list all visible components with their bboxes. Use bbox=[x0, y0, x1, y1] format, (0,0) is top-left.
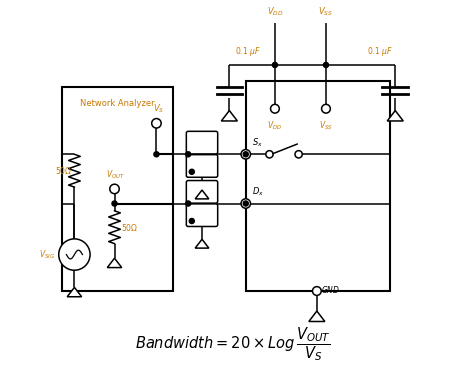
Text: $D_x$: $D_x$ bbox=[252, 186, 264, 198]
Circle shape bbox=[185, 201, 191, 206]
Text: $S_x$: $S_x$ bbox=[252, 137, 263, 149]
Text: $GND$: $GND$ bbox=[321, 284, 340, 295]
Text: $50\Omega$: $50\Omega$ bbox=[121, 222, 138, 233]
Bar bbox=[246, 82, 390, 291]
Polygon shape bbox=[221, 111, 237, 121]
Text: $V_{SS}$: $V_{SS}$ bbox=[319, 120, 333, 132]
Polygon shape bbox=[309, 311, 325, 322]
Circle shape bbox=[152, 119, 161, 128]
Circle shape bbox=[322, 104, 330, 113]
Circle shape bbox=[112, 201, 117, 206]
Bar bbox=[62, 87, 173, 291]
Text: $V_{SS}$: $V_{SS}$ bbox=[318, 5, 334, 18]
Text: $V_{DD}$: $V_{DD}$ bbox=[267, 120, 282, 132]
Text: $V_{DD}$: $V_{DD}$ bbox=[267, 5, 283, 18]
Circle shape bbox=[271, 104, 279, 113]
Text: $\mathit{Bandwidth} = 20 \times \mathit{Log}\,\dfrac{V_{OUT}}{V_S}$: $\mathit{Bandwidth} = 20 \times \mathit{… bbox=[135, 325, 331, 363]
FancyBboxPatch shape bbox=[186, 155, 218, 177]
Circle shape bbox=[272, 62, 277, 68]
Polygon shape bbox=[195, 190, 209, 199]
Polygon shape bbox=[387, 111, 403, 121]
Circle shape bbox=[266, 151, 273, 158]
Circle shape bbox=[154, 152, 159, 157]
FancyBboxPatch shape bbox=[186, 204, 218, 227]
Circle shape bbox=[323, 62, 329, 68]
Circle shape bbox=[241, 150, 251, 159]
FancyBboxPatch shape bbox=[186, 181, 218, 203]
Circle shape bbox=[110, 184, 119, 194]
Circle shape bbox=[59, 239, 90, 270]
Circle shape bbox=[241, 199, 251, 208]
Circle shape bbox=[189, 169, 194, 174]
Circle shape bbox=[295, 151, 302, 158]
Circle shape bbox=[243, 201, 248, 206]
Circle shape bbox=[313, 286, 321, 295]
Polygon shape bbox=[195, 239, 209, 248]
Text: $V_{SIG}$: $V_{SIG}$ bbox=[40, 248, 55, 261]
Text: $V_{OUT}$: $V_{OUT}$ bbox=[106, 168, 125, 181]
FancyBboxPatch shape bbox=[186, 131, 218, 154]
Text: $50\Omega$: $50\Omega$ bbox=[55, 165, 73, 176]
Text: Network Analyzer: Network Analyzer bbox=[80, 99, 155, 108]
Circle shape bbox=[189, 218, 194, 224]
Circle shape bbox=[185, 152, 191, 157]
Text: $0.1\ \mu F$: $0.1\ \mu F$ bbox=[235, 45, 261, 58]
Text: $V_S$: $V_S$ bbox=[153, 103, 164, 115]
Circle shape bbox=[243, 152, 248, 157]
Text: $0.1\ \mu F$: $0.1\ \mu F$ bbox=[368, 45, 393, 58]
Polygon shape bbox=[67, 287, 82, 297]
Polygon shape bbox=[107, 258, 122, 267]
